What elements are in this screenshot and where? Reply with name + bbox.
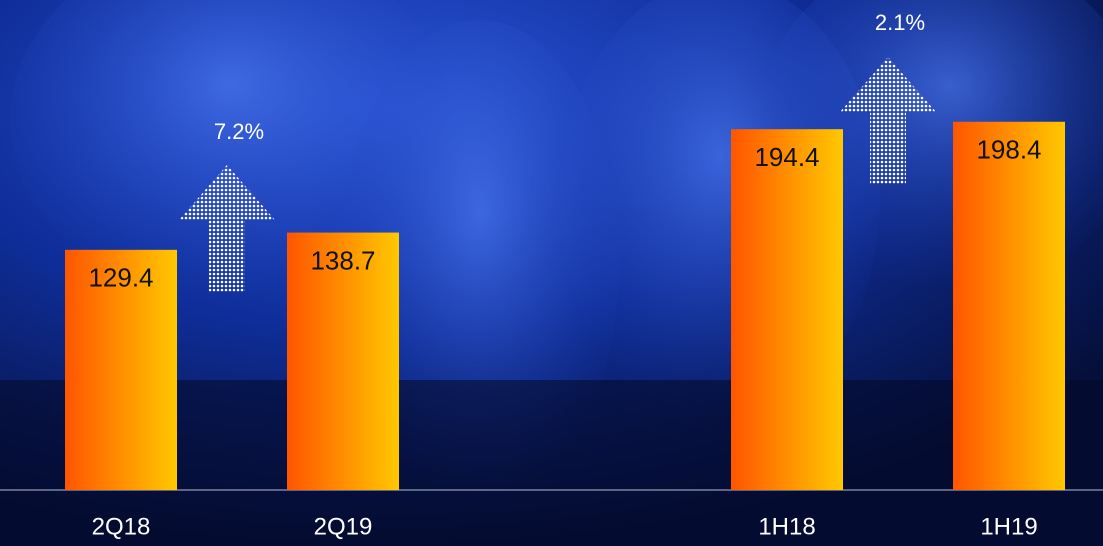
value-label: 198.4 bbox=[976, 135, 1041, 165]
x-tick-label: 1H18 bbox=[758, 513, 815, 540]
bar bbox=[287, 232, 399, 490]
plot-area: 2Q18 129.4 2Q19 138.7 1H18 194.4 1H19 198.4 7.2%… bbox=[0, 10, 1103, 540]
bar bbox=[731, 129, 843, 490]
growth-arrow bbox=[179, 165, 275, 292]
growth-label: 2.1% bbox=[875, 10, 925, 35]
value-label: 194.4 bbox=[754, 142, 819, 172]
value-label: 129.4 bbox=[88, 263, 153, 293]
x-tick-label: 2Q19 bbox=[314, 513, 373, 540]
x-tick-label: 2Q18 bbox=[92, 513, 151, 540]
bar bbox=[65, 249, 177, 490]
x-tick-label: 1H19 bbox=[980, 513, 1037, 540]
bar bbox=[953, 121, 1065, 491]
growth-arrow bbox=[840, 57, 936, 184]
growth-label: 7.2% bbox=[214, 119, 264, 144]
value-label: 138.7 bbox=[310, 245, 375, 275]
